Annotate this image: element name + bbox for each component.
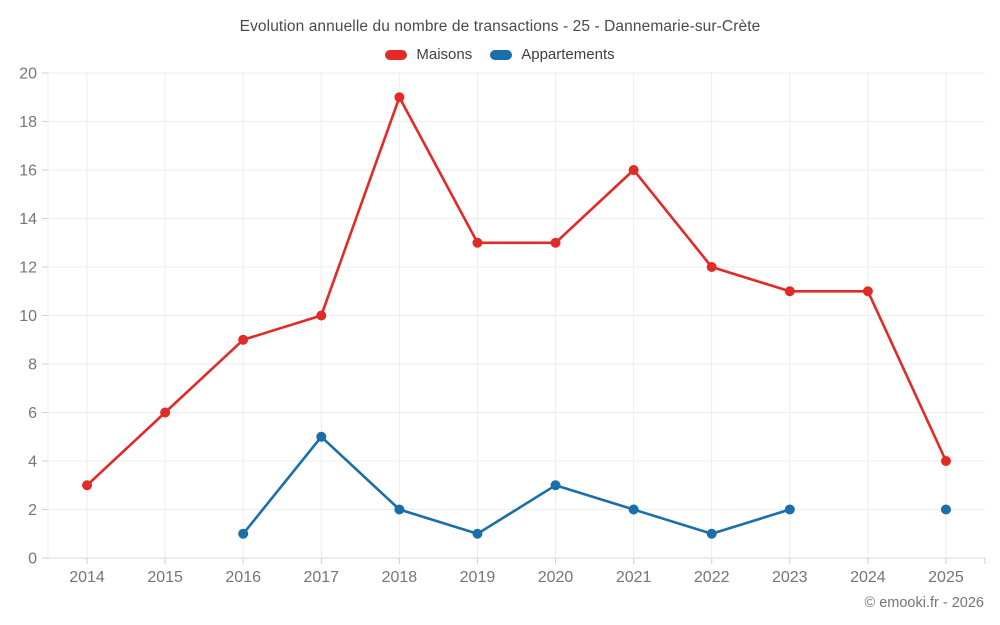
x-tick-label: 2016 [225,569,261,586]
y-tick-label: 4 [28,454,37,471]
legend-label-maisons: Maisons [416,46,473,63]
appartements-point-2022[interactable] [706,528,717,539]
appartements-point-2020[interactable] [550,480,561,491]
chart-legend: Maisons Appartements [0,46,1000,63]
y-tick-label: 14 [19,211,37,228]
y-tick-label: 2 [28,502,37,519]
x-tick-label: 2015 [147,569,183,586]
x-tick-label: 2019 [460,569,496,586]
chart-title: Evolution annuelle du nombre de transact… [239,18,761,35]
x-tick-label: 2025 [928,569,964,586]
appartements-point-2019[interactable] [472,528,483,539]
x-tick-label: 2018 [382,569,418,586]
y-tick-label: 20 [19,66,37,83]
appartements-point-2017[interactable] [316,431,327,442]
x-tick-label: 2020 [538,569,574,586]
appartements-series-swatch-icon [490,49,513,60]
maisons-point-2025[interactable] [940,456,951,466]
y-tick-label: 0 [28,551,37,568]
y-tick-label: 12 [19,260,37,277]
x-tick-label: 2023 [772,569,808,586]
x-tick-label: 2021 [616,569,652,586]
maisons-point-2023[interactable] [784,286,795,297]
appartements-point-2021[interactable] [628,504,639,515]
y-tick-label: 16 [19,163,37,180]
maisons-point-2020[interactable] [550,237,561,248]
maisons-point-2018[interactable] [394,92,405,103]
x-tick-label: 2022 [694,569,730,586]
x-tick-label: 2024 [850,569,886,586]
copyright-credit: © emooki.fr - 2026 [864,595,984,611]
x-tick-label: 2017 [303,569,339,586]
appartements-line [243,437,946,534]
y-tick-label: 10 [19,308,37,325]
maisons-series-swatch-icon [385,49,408,60]
appartements-point-2016[interactable] [238,528,249,539]
maisons-point-2017[interactable] [316,310,327,321]
maisons-point-2021[interactable] [628,165,639,175]
appartements-point-2023[interactable] [784,504,795,515]
maisons-point-2022[interactable] [706,262,717,272]
x-tick-label: 2014 [69,569,105,586]
maisons-point-2015[interactable] [160,407,171,418]
maisons-line [85,96,948,487]
y-tick-label: 18 [19,114,37,131]
legend-label-appartements: Appartements [521,46,615,63]
y-tick-label: 6 [28,405,37,422]
appartements-point-2018[interactable] [394,504,405,515]
maisons-point-2016[interactable] [238,334,249,345]
appartements-point-2025[interactable] [940,504,951,515]
maisons-point-2019[interactable] [472,237,483,248]
maisons-point-2024[interactable] [862,286,873,297]
legend-item-maisons[interactable]: Maisons [385,46,472,63]
legend-item-appartements[interactable]: Appartements [490,46,615,63]
maisons-point-2014[interactable] [82,480,93,491]
y-tick-label: 8 [28,357,37,374]
